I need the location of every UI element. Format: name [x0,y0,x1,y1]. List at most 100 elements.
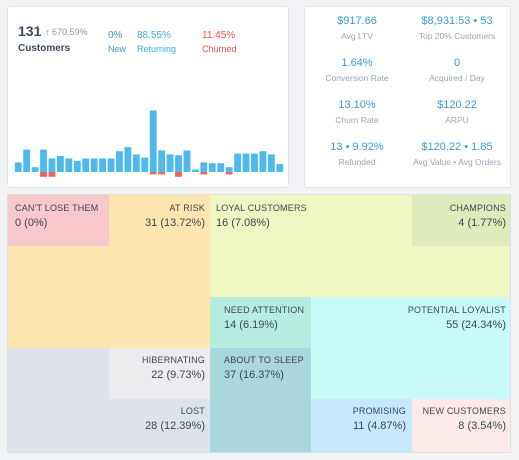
chart-bar [107,158,115,172]
lost-label: LOST [180,406,205,416]
chart-bar [14,162,22,172]
kpi-card: $917.66 Avg LTV $8,931.53 • 53 Top 20% C… [304,6,511,188]
chart-bar [23,149,31,172]
segment-treemap: CAN'T LOSE THEM 0 (0%) AT RISK 31 (13.72… [7,194,511,453]
kpi-label: Refunded [338,157,376,167]
chart-bar [132,154,140,172]
chart-bar-negative [225,172,233,175]
kpi-value: 13.10% [338,99,376,111]
loyal-customers-label: LOYAL CUSTOMERS [216,203,307,213]
returning-label: Returning [137,44,177,54]
segment-about-to-sleep[interactable] [210,348,311,452]
new-label: New [108,44,127,54]
loyal-customers-value: 16 (7.08%) [216,217,270,229]
new-customers-value: 8 (3.54%) [458,420,506,432]
chart-bar [124,147,132,172]
about-to-sleep-value: 37 (16.37%) [224,369,284,381]
customers-label: Customers [18,43,71,54]
growth-value: 670.59% [52,27,88,37]
kpi-label: Conversion Rate [325,73,389,83]
kpi-label: Top 20% Customers [418,31,496,41]
chart-bar [31,167,39,172]
segment-potential-loyalist[interactable] [311,297,510,399]
kpi-value: 0 [453,57,461,69]
chart-bar [40,149,47,172]
segment-promising[interactable] [311,399,412,452]
segment-at-risk[interactable] [8,246,109,348]
kpi-avg-value-orders: $120.22 • 1.85 Avg Value • Avg Orders [405,141,509,168]
chart-bar [217,163,225,172]
kpi-conversion-rate: 1.64% Conversion Rate [305,57,409,84]
chart-bar [141,157,149,172]
kpi-avg-ltv: $917.66 Avg LTV [305,15,409,42]
chart-bar [56,156,64,172]
customers-card: 131 ↑ 670.59% Customers 0% New 88.55% Re… [7,6,289,188]
segment-loyal-customers-right[interactable] [412,246,510,297]
potential-loyalist-label: POTENTIAL LOYALIST [407,305,506,315]
chart-bar-negative [149,172,157,175]
cant-lose-them-label: CAN'T LOSE THEM [15,203,99,213]
chart-bar-negative [200,172,208,175]
churned-value: 11.45% [202,30,236,41]
arrow-up-icon: ↑ [45,27,50,37]
kpi-label: ARPU [445,115,469,125]
kpi-value: $917.66 [337,15,377,27]
champions-value: 4 (1.77%) [458,217,506,229]
chart-bar [90,158,98,172]
segment-lost-bottom[interactable] [109,399,210,452]
kpi-refunded: 13 • 9.92% Refunded [305,141,409,168]
chart-bar-negative [40,172,47,177]
chart-bar [48,158,56,172]
kpi-arpu: $120.22 ARPU [405,99,509,126]
segment-need-attention[interactable] [210,297,311,348]
kpi-label: Churn Rate [335,115,379,125]
kpi-label: Acquired / Day [429,73,485,83]
returning-stat: 88.55% Returning [137,30,176,54]
kpi-acquired-per-day: 0 Acquired / Day [405,57,509,84]
about-to-sleep-label: ABOUT TO SLEEP [224,355,304,365]
customer-bar-chart [14,110,284,177]
kpi-value: 1.64% [341,57,373,69]
chart-bar [166,154,174,172]
chart-bar-negative [175,172,182,177]
new-stat: 0% New [108,30,126,54]
chart-bar-negative [48,172,56,177]
potential-loyalist-value: 55 (24.34%) [446,319,506,331]
segment-cant-lose-them[interactable] [8,195,109,246]
chart-bar [200,162,208,172]
chart-bar [158,150,166,172]
chart-bar [251,153,258,172]
segment-new-customers[interactable] [412,399,510,452]
chart-bar [116,151,123,172]
promising-value: 11 (4.87%) [353,420,406,432]
chart-bar [259,151,267,172]
chart-bar [234,153,242,172]
chart-bar [82,158,90,172]
customer-growth: ↑ 670.59% [45,27,88,37]
kpi-label: Avg LTV [341,31,373,41]
chart-bar [65,158,73,172]
chart-bar [175,155,182,172]
churned-stat: 11.45% Churned [202,30,237,54]
new-customers-label: NEW CUSTOMERS [422,406,506,416]
need-attention-value: 14 (6.19%) [224,319,278,331]
chart-bar [183,150,191,172]
chart-bar [99,158,107,172]
kpi-value: $120.22 [437,99,477,111]
segment-loyal-customers[interactable] [210,195,412,297]
at-risk-label: AT RISK [169,203,205,213]
returning-value: 88.55% [137,30,171,41]
new-value: 0% [108,30,123,41]
segment-hibernating[interactable] [109,348,210,399]
kpi-top-customers: $8,931.53 • 53 Top 20% Customers [405,15,509,42]
segment-at-risk-top[interactable] [109,195,210,348]
kpi-value: $120.22 • 1.85 [421,141,493,153]
segment-lost[interactable] [8,348,109,452]
kpi-value: $8,931.53 • 53 [421,15,493,27]
chart-bar [208,163,216,172]
customer-count: 131 [18,23,42,39]
segment-champions[interactable] [412,195,510,246]
hibernating-value: 22 (9.73%) [151,369,205,381]
kpi-value: 13 • 9.92% [330,141,384,153]
chart-bar [242,153,250,172]
